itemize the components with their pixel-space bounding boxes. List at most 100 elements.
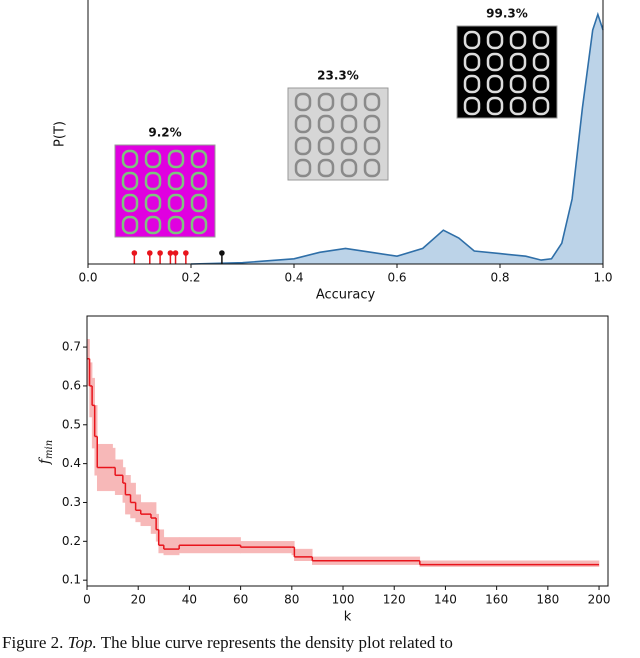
digit-stroke xyxy=(463,52,481,72)
digit-stroke xyxy=(340,92,358,112)
stem-head xyxy=(157,250,163,256)
x-axis-label: k xyxy=(344,610,352,625)
digit-stroke xyxy=(121,149,139,169)
band xyxy=(130,482,136,519)
x-tick-label: 0.2 xyxy=(181,271,200,285)
axes-frame xyxy=(87,0,604,265)
x-tick-label: 20 xyxy=(131,593,146,607)
digit-stroke xyxy=(190,215,208,235)
digit-stroke xyxy=(294,92,312,112)
stem-head xyxy=(147,250,153,256)
digit-image xyxy=(114,144,216,238)
stem-head xyxy=(183,250,189,256)
y-axis-label: P(T) xyxy=(53,121,68,147)
digit-stroke xyxy=(144,149,162,169)
digit-stroke xyxy=(144,193,162,213)
y-tick-label: 0.3 xyxy=(62,495,81,509)
caption-text: The blue curve represents the density pl… xyxy=(101,633,453,652)
digit-stroke xyxy=(532,52,550,72)
digit-stroke xyxy=(144,215,162,235)
digit-stroke xyxy=(167,149,185,169)
digit-stroke xyxy=(294,158,312,178)
digit-stroke xyxy=(317,136,335,156)
caption-emph: Top. xyxy=(68,633,97,652)
digit-stroke xyxy=(532,74,550,94)
x-tick-label: 60 xyxy=(233,593,248,607)
stem-head xyxy=(172,250,179,256)
digit-stroke xyxy=(190,149,208,169)
digit-image xyxy=(456,25,558,119)
digit-stroke xyxy=(463,30,481,50)
digit-stroke xyxy=(486,52,504,72)
digit-stroke xyxy=(463,96,481,116)
band xyxy=(163,537,180,556)
y-tick-label: 0.2 xyxy=(62,534,81,548)
band xyxy=(294,548,313,561)
digit-stroke xyxy=(363,114,381,134)
stem-head xyxy=(167,250,174,256)
y-axis-label-sub: min xyxy=(44,440,55,459)
y-tick-label: 0.6 xyxy=(62,378,81,392)
y-tick-label: 0.5 xyxy=(62,417,81,431)
y-tick-label: 0.7 xyxy=(62,340,81,354)
digit-stroke xyxy=(463,74,481,94)
digit-stroke xyxy=(363,92,381,112)
density-line xyxy=(190,11,604,265)
x-tick-label: 0.4 xyxy=(284,271,303,285)
axes-frame xyxy=(86,315,609,587)
x-tick-label: 40 xyxy=(182,593,197,607)
digit-stroke xyxy=(532,30,550,50)
digit-stroke xyxy=(317,114,335,134)
digit-stroke xyxy=(486,96,504,116)
digit-stroke xyxy=(190,193,208,213)
digit-stroke xyxy=(509,74,527,94)
digit-stroke xyxy=(509,30,527,50)
digit-stroke xyxy=(486,74,504,94)
digit-stroke xyxy=(486,30,504,50)
x-tick-label: 0.0 xyxy=(78,271,97,285)
x-tick-label: 0.8 xyxy=(490,271,509,285)
digit-image xyxy=(287,87,389,181)
stem-head xyxy=(219,250,225,256)
digit-stroke xyxy=(167,215,185,235)
y-tick-label: 0.4 xyxy=(62,456,81,470)
y-axis-label: fmin xyxy=(37,440,55,465)
x-tick-label: 100 xyxy=(332,593,355,607)
band xyxy=(419,560,600,567)
y-tick-label: 0.1 xyxy=(62,573,81,587)
digit-stroke xyxy=(190,171,208,191)
digit-stroke xyxy=(317,158,335,178)
x-tick-label: 200 xyxy=(588,593,611,607)
y-axis-label-main: f xyxy=(37,456,53,465)
digit-stroke xyxy=(340,114,358,134)
digit-stroke xyxy=(167,171,185,191)
digit-stroke xyxy=(509,52,527,72)
x-tick-label: 1.0 xyxy=(593,271,612,285)
caption-label: Figure 2. xyxy=(2,633,63,652)
x-tick-label: 180 xyxy=(536,593,559,607)
caption: Figure 2. Top. The blue curve represents… xyxy=(2,633,453,652)
image-accuracy: 23.3% xyxy=(317,69,359,83)
digit-stroke xyxy=(121,171,139,191)
x-tick-label: 120 xyxy=(383,593,406,607)
x-tick-label: 0 xyxy=(83,593,91,607)
stem-head xyxy=(131,250,138,256)
digit-stroke xyxy=(532,96,550,116)
band xyxy=(114,459,124,495)
digit-stroke xyxy=(294,114,312,134)
digit-stroke xyxy=(317,92,335,112)
x-axis-label: Accuracy xyxy=(316,288,376,303)
x-tick-label: 80 xyxy=(284,593,299,607)
digit-stroke xyxy=(340,136,358,156)
digit-stroke xyxy=(144,171,162,191)
x-tick-label: 140 xyxy=(434,593,457,607)
x-tick-label: 0.6 xyxy=(387,271,406,285)
band xyxy=(158,529,165,554)
digit-stroke xyxy=(167,193,185,213)
digit-stroke xyxy=(509,96,527,116)
digit-stroke xyxy=(340,158,358,178)
image-accuracy: 99.3% xyxy=(486,7,528,21)
digit-stroke xyxy=(121,215,139,235)
